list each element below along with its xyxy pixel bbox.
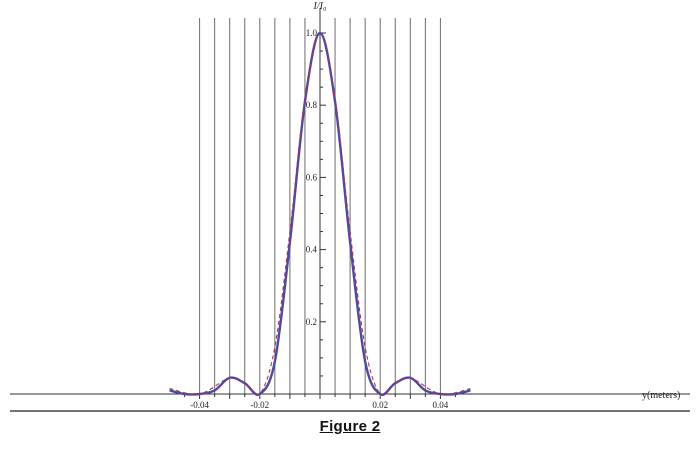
envelope-dashed-line — [169, 32, 471, 396]
y-tick-label: 0.2 — [306, 317, 317, 327]
x-tick-label: -0.02 — [250, 400, 269, 410]
x-tick-label: 0.02 — [372, 400, 388, 410]
figure-caption: Figure 2 — [319, 418, 381, 435]
y-tick-label: 0.4 — [306, 245, 318, 255]
axes — [10, 8, 690, 412]
y-tick-label: 0.6 — [306, 172, 318, 182]
series — [169, 31, 471, 396]
x-tick-label: 0.04 — [433, 400, 449, 410]
grid-lines — [199, 18, 441, 394]
y-tick-label: 1.0 — [306, 28, 318, 38]
tick-labels: -0.04 -0.02 0.02 0.04 0.2 0.4 0.6 0.8 1.0 y(meter… — [190, 1, 680, 410]
y-tick-label: 0.8 — [306, 100, 318, 110]
y-axis-label: I/I₀ — [313, 1, 327, 12]
x-tick-label: -0.04 — [190, 400, 209, 410]
x-axis-label: y(meters) — [642, 390, 680, 401]
